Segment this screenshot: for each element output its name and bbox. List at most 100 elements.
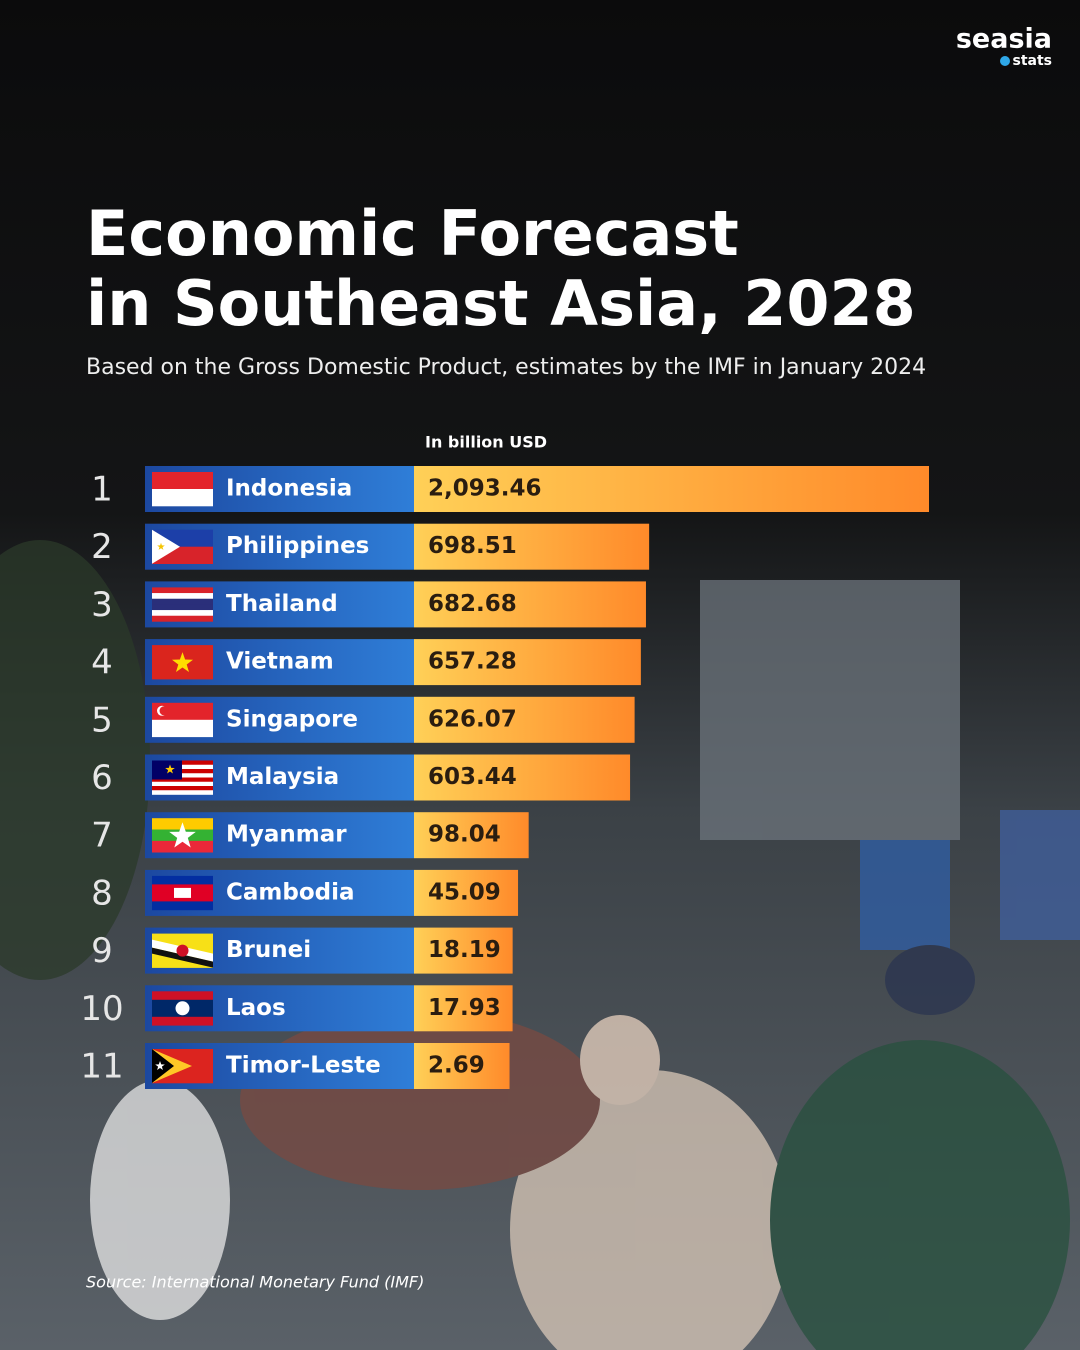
bar [414,639,641,686]
bar [414,523,650,570]
rank: 10 [80,989,123,1029]
category-label: Vietnam [226,649,334,675]
flag [152,1049,213,1084]
unit-label: In billion USD [425,433,547,452]
value-label: 98.04 [428,822,501,848]
flag-moon [159,706,169,716]
category-label: Cambodia [226,879,355,905]
brand-name: seasia [956,24,1052,55]
value-label: 657.28 [428,649,517,675]
rank: 11 [80,1047,123,1087]
value-label: 603.44 [428,764,517,790]
value-label: 17.93 [428,995,501,1021]
category-label: Malaysia [226,764,339,790]
flag-stripe [152,786,213,791]
category-label: Philippines [226,533,369,559]
bar [414,466,929,512]
brand-tag: stats [1013,53,1053,69]
bar [414,581,646,628]
flag-stripe [152,1016,213,1026]
rank: 2 [91,527,113,567]
flag-stripe [152,472,213,490]
chart-title: Economic Forecast [86,197,739,270]
bar [414,696,635,743]
value-label: 18.19 [428,937,501,963]
value-label: 2,093.46 [428,476,542,502]
bar [414,985,513,1032]
flag-stripe [152,598,213,605]
value-label: 45.09 [428,879,501,905]
flag-star [165,764,175,774]
flag-stripe [152,777,213,783]
category-label: Thailand [226,591,338,617]
value-label: 682.68 [428,591,517,617]
flag-band [152,947,213,968]
rank: 9 [91,931,113,971]
category-label: Myanmar [226,822,347,848]
flag-star [172,652,193,672]
flag-stripe [152,769,213,774]
brand-dot [1000,56,1010,66]
bar [414,754,631,801]
flag-stripe [152,587,213,594]
flag [152,818,213,853]
bar [414,927,513,974]
flag [152,760,213,795]
source: Source: International Monetary Fund (IMF… [86,1273,424,1292]
flag-disc [175,1001,190,1016]
flag [152,587,213,622]
flag-stripe [152,764,213,770]
flag-stripe [152,781,213,787]
flag-stripe [152,991,213,1001]
flag [152,875,213,911]
flag-stripe [152,790,213,795]
flag [152,645,213,680]
flag-triangle [152,529,180,564]
photo-crowd [0,540,1080,1350]
flag [152,529,213,564]
value-label: 2.69 [428,1053,485,1079]
rank: 3 [91,585,113,625]
category-label: Laos [226,995,286,1021]
flag-stripe [152,604,213,611]
rank: 4 [91,643,113,683]
flag-stripe [152,901,213,911]
flag-stripe [152,875,213,885]
flag-stripe [152,760,213,766]
flag-canton [152,760,182,780]
flag-stripe [152,840,213,853]
rank: 7 [91,816,113,856]
flag-star [169,822,196,848]
flag-stripe [152,773,213,778]
flag [152,702,213,738]
category-label: Indonesia [226,476,352,502]
flag-stripe [152,615,213,622]
flag-temple [174,887,191,898]
value-label: 626.07 [428,706,517,732]
bar [414,812,529,859]
category-label: Timor-Leste [226,1053,381,1079]
chart-subtitle: Based on the Gross Domestic Product, est… [86,355,926,380]
flag [152,991,213,1026]
category-label: Brunei [226,937,311,963]
category-label: Singapore [226,706,358,732]
flag-triangle [152,1049,174,1083]
chart-title: in Southeast Asia, 2028 [86,267,916,340]
flag-stripe [152,719,213,738]
rank: 8 [91,873,113,913]
bar [414,869,519,916]
flag [152,933,213,968]
bar [414,1043,510,1089]
value-label: 698.51 [428,533,517,559]
flag-emblem [176,944,189,957]
rank: 1 [91,470,113,510]
rank: 5 [91,700,113,740]
flag-stripe [152,593,213,600]
flag [152,472,213,507]
flag-star [155,1061,165,1070]
flag-star [157,542,165,550]
flag-stripe [152,610,213,617]
flag-stripe [152,702,213,721]
flag-stripe [152,489,213,507]
